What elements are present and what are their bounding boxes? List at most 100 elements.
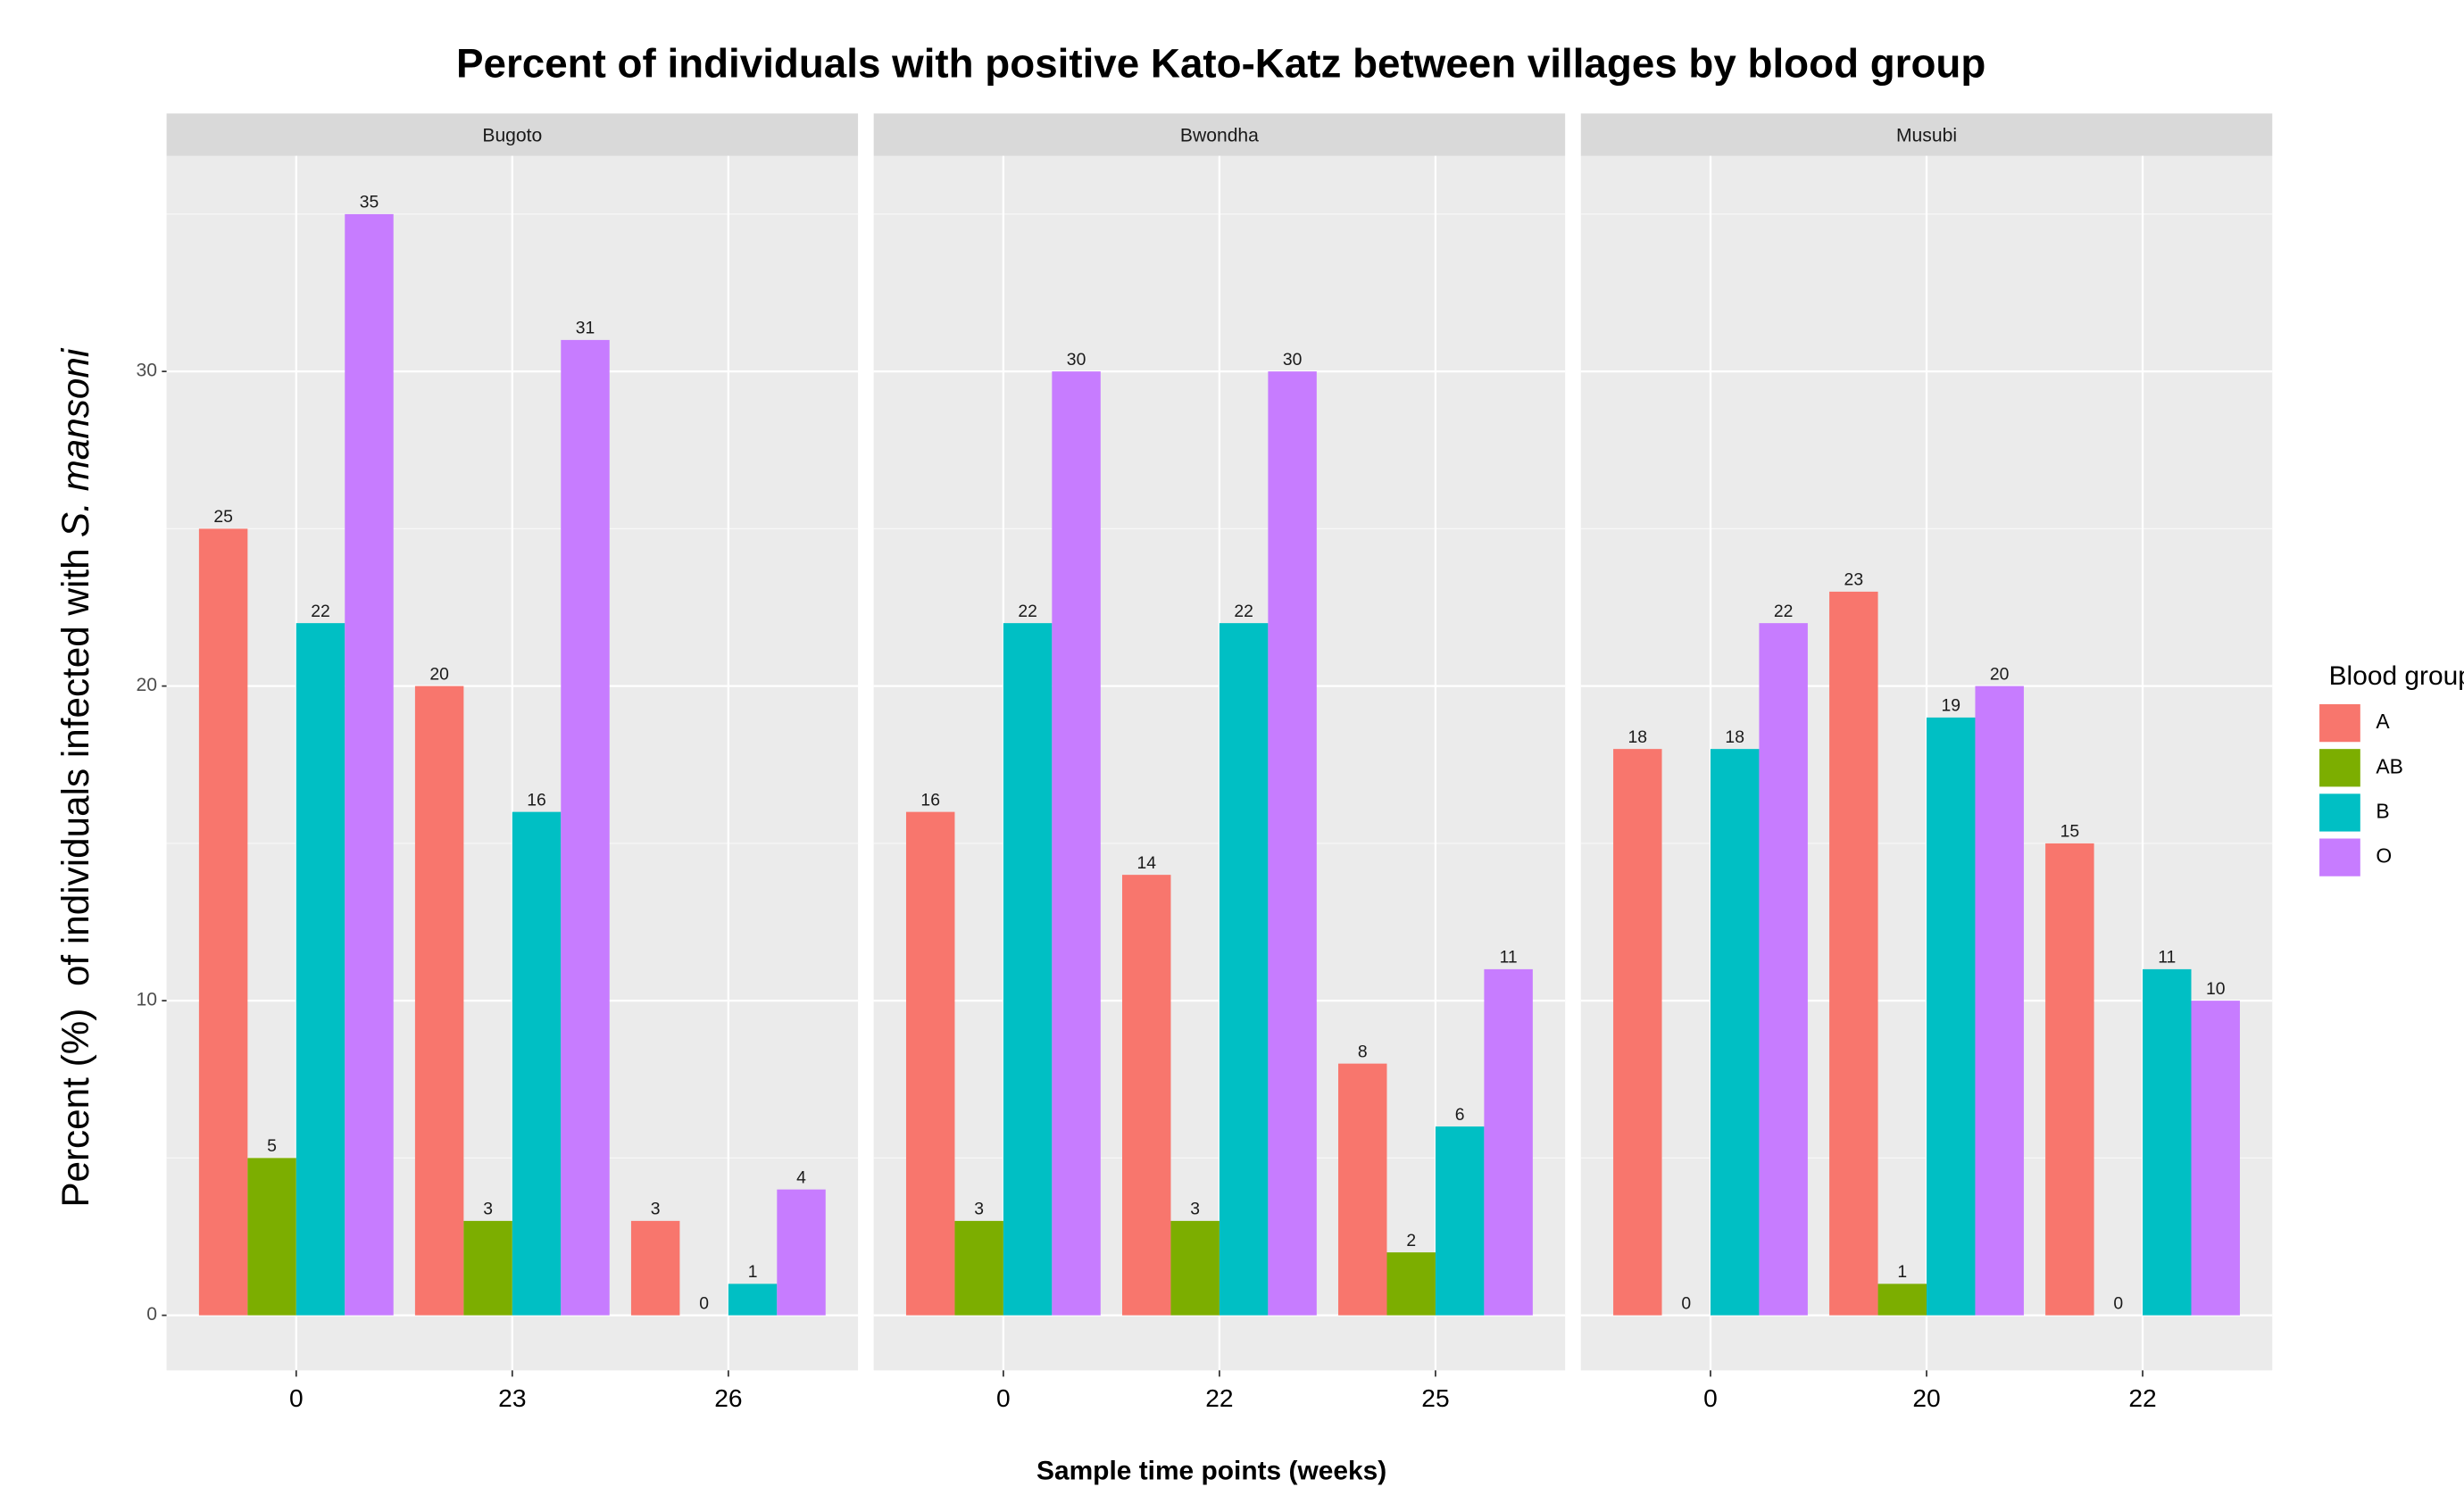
x-tick-label: 22	[1205, 1384, 1233, 1412]
y-axis-label-part: Percent (%)	[54, 1009, 96, 1208]
chart-title: Percent of individuals with positive Kat…	[456, 40, 1985, 86]
legend-title: Blood group	[2329, 661, 2464, 691]
bar	[777, 1190, 825, 1316]
bar	[512, 812, 561, 1316]
bar	[1220, 623, 1268, 1315]
bar	[1975, 686, 2023, 1316]
bar	[906, 812, 954, 1316]
bar	[1170, 1221, 1219, 1316]
bar	[1338, 1064, 1386, 1316]
value-label: 3	[651, 1200, 661, 1219]
strip-label: Bugoto	[482, 125, 542, 145]
x-tick-label: 0	[1703, 1384, 1718, 1412]
value-label: 3	[974, 1200, 984, 1219]
bar	[954, 1221, 1003, 1316]
bar	[1878, 1283, 1927, 1315]
bar	[1386, 1252, 1435, 1315]
bar	[1268, 371, 1316, 1315]
bar	[463, 1221, 512, 1316]
bar	[561, 340, 609, 1316]
legend-label: AB	[2376, 754, 2403, 777]
bar	[247, 1158, 296, 1315]
value-label: 11	[1500, 948, 1518, 968]
value-label: 0	[699, 1293, 709, 1313]
value-label: 18	[1628, 727, 1648, 747]
bar	[415, 686, 463, 1316]
bar	[1759, 623, 1807, 1315]
legend-label: O	[2376, 844, 2392, 868]
x-tick-label: 0	[996, 1384, 1011, 1412]
value-label: 3	[483, 1200, 493, 1219]
value-label: 22	[311, 602, 330, 621]
value-label: 22	[1018, 602, 1037, 621]
x-axis-label: Sample time points (weeks)	[1036, 1457, 1386, 1486]
bar	[1003, 623, 1052, 1315]
value-label: 31	[576, 319, 595, 338]
value-label: 10	[2206, 979, 2226, 999]
y-axis-label-part: S. mansoni	[54, 347, 96, 537]
bar	[1052, 371, 1100, 1315]
y-axis-label: Percent (%) of individuals infected with S…	[54, 347, 96, 1207]
strip-label: Musubi	[1896, 125, 1957, 145]
legend-swatch	[2319, 749, 2360, 786]
legend-label: A	[2376, 710, 2390, 733]
value-label: 11	[2158, 948, 2176, 968]
x-tick-label: 23	[498, 1384, 526, 1412]
legend-swatch	[2319, 838, 2360, 876]
bar	[1122, 875, 1170, 1315]
y-axis-label-part: of individuals infected with	[54, 548, 96, 986]
value-label: 1	[748, 1262, 758, 1282]
value-label: 30	[1067, 350, 1086, 370]
x-tick-label: 0	[289, 1384, 304, 1412]
bar	[2045, 843, 2094, 1316]
value-label: 3	[1190, 1200, 1200, 1219]
bar	[1927, 718, 1975, 1316]
value-label: 2	[1406, 1231, 1416, 1250]
chart: Percent of individuals with positive Kat…	[0, 0, 2464, 1487]
value-label: 16	[920, 790, 940, 810]
bar	[1829, 592, 1877, 1316]
bar	[1613, 749, 1661, 1315]
value-label: 8	[1358, 1042, 1368, 1061]
value-label: 20	[1990, 664, 2010, 684]
value-label: 15	[2060, 822, 2080, 842]
bar	[199, 528, 247, 1315]
x-tick-label: 20	[1912, 1384, 1940, 1412]
bar	[728, 1283, 777, 1315]
value-label: 30	[1283, 350, 1303, 370]
bar	[345, 214, 393, 1316]
value-label: 23	[1844, 570, 1864, 590]
x-tick-label: 22	[2128, 1384, 2156, 1412]
value-label: 0	[1681, 1293, 1691, 1313]
value-label: 5	[267, 1136, 277, 1156]
value-label: 14	[1136, 853, 1156, 873]
value-label: 4	[796, 1167, 806, 1187]
y-tick-label: 30	[137, 361, 157, 381]
bar	[2143, 969, 2191, 1316]
strip-label: Bwondha	[1180, 125, 1259, 145]
value-label: 22	[1234, 602, 1253, 621]
bar	[1711, 749, 1759, 1315]
legend-label: B	[2376, 799, 2389, 822]
page: {"chart_data": { "type": "bar", "title":…	[0, 0, 2464, 1487]
legend-swatch	[2319, 793, 2360, 831]
bar	[1436, 1126, 1484, 1315]
bar	[2191, 1001, 2239, 1315]
value-label: 0	[2113, 1293, 2123, 1313]
legend-swatch	[2319, 704, 2360, 742]
value-label: 18	[1725, 727, 1744, 747]
value-label: 19	[1941, 696, 1960, 716]
bar	[631, 1221, 679, 1316]
value-label: 22	[1774, 602, 1794, 621]
y-tick-label: 0	[146, 1304, 157, 1325]
y-tick-label: 20	[137, 675, 157, 695]
y-tick-label: 10	[137, 990, 157, 1010]
x-tick-label: 26	[714, 1384, 742, 1412]
value-label: 16	[527, 790, 546, 810]
bar	[296, 623, 345, 1315]
value-label: 25	[213, 507, 233, 527]
bar	[1484, 969, 1532, 1316]
value-label: 20	[429, 664, 449, 684]
value-label: 6	[1455, 1105, 1465, 1125]
value-label: 35	[360, 193, 379, 212]
